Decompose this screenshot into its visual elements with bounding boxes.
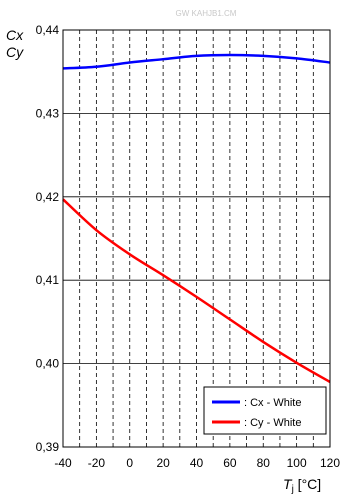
series-line-cx xyxy=(62,53,331,70)
x-tick-label: 20 xyxy=(156,456,170,470)
x-tick-labels: -40 -20 0 20 40 60 80 100 120 xyxy=(54,456,340,470)
y-tick-label: 0,41 xyxy=(36,273,60,287)
x-tick-label: 60 xyxy=(223,456,237,470)
y-tick-label: 0,42 xyxy=(36,190,60,204)
x-tick-label: 100 xyxy=(287,456,307,470)
plot-background xyxy=(63,30,330,447)
x-axis-label-sub: j xyxy=(291,484,294,494)
x-tick-label: 40 xyxy=(190,456,204,470)
legend: : Cx - White : Cy - White xyxy=(203,386,327,435)
series-layer xyxy=(62,53,331,384)
y-tick-labels: 0,39 0,40 0,41 0,42 0,43 0,44 xyxy=(36,23,60,454)
legend-label-cy: : Cy - White xyxy=(244,417,301,429)
x-tick-label: 80 xyxy=(257,456,271,470)
y-tick-label: 0,39 xyxy=(36,440,60,454)
x-tick-label: -20 xyxy=(88,456,106,470)
plot-frame xyxy=(62,29,331,448)
x-axis-label-unit: [°C] xyxy=(294,476,321,492)
y-tick-label: 0,40 xyxy=(36,357,60,371)
legend-box xyxy=(203,386,327,435)
x-tick-label: 0 xyxy=(126,456,133,470)
y-tick-label: 0,44 xyxy=(36,23,60,37)
y-axis-label-cx: Cx xyxy=(6,27,24,43)
y-axis-label-cy: Cy xyxy=(6,44,24,60)
x-tick-label: 120 xyxy=(320,456,340,470)
x-axis-label: Tj [°C] xyxy=(283,476,321,494)
x-axis-label-main: T xyxy=(283,476,293,492)
series-line-cy xyxy=(62,198,331,384)
legend-label-cx: : Cx - White xyxy=(244,397,301,409)
plot-area xyxy=(63,30,330,447)
x-tick-label: -40 xyxy=(54,456,72,470)
y-tick-label: 0,43 xyxy=(36,106,60,120)
grid xyxy=(63,30,330,447)
watermark: GW KAHJB1.CM xyxy=(176,9,237,18)
